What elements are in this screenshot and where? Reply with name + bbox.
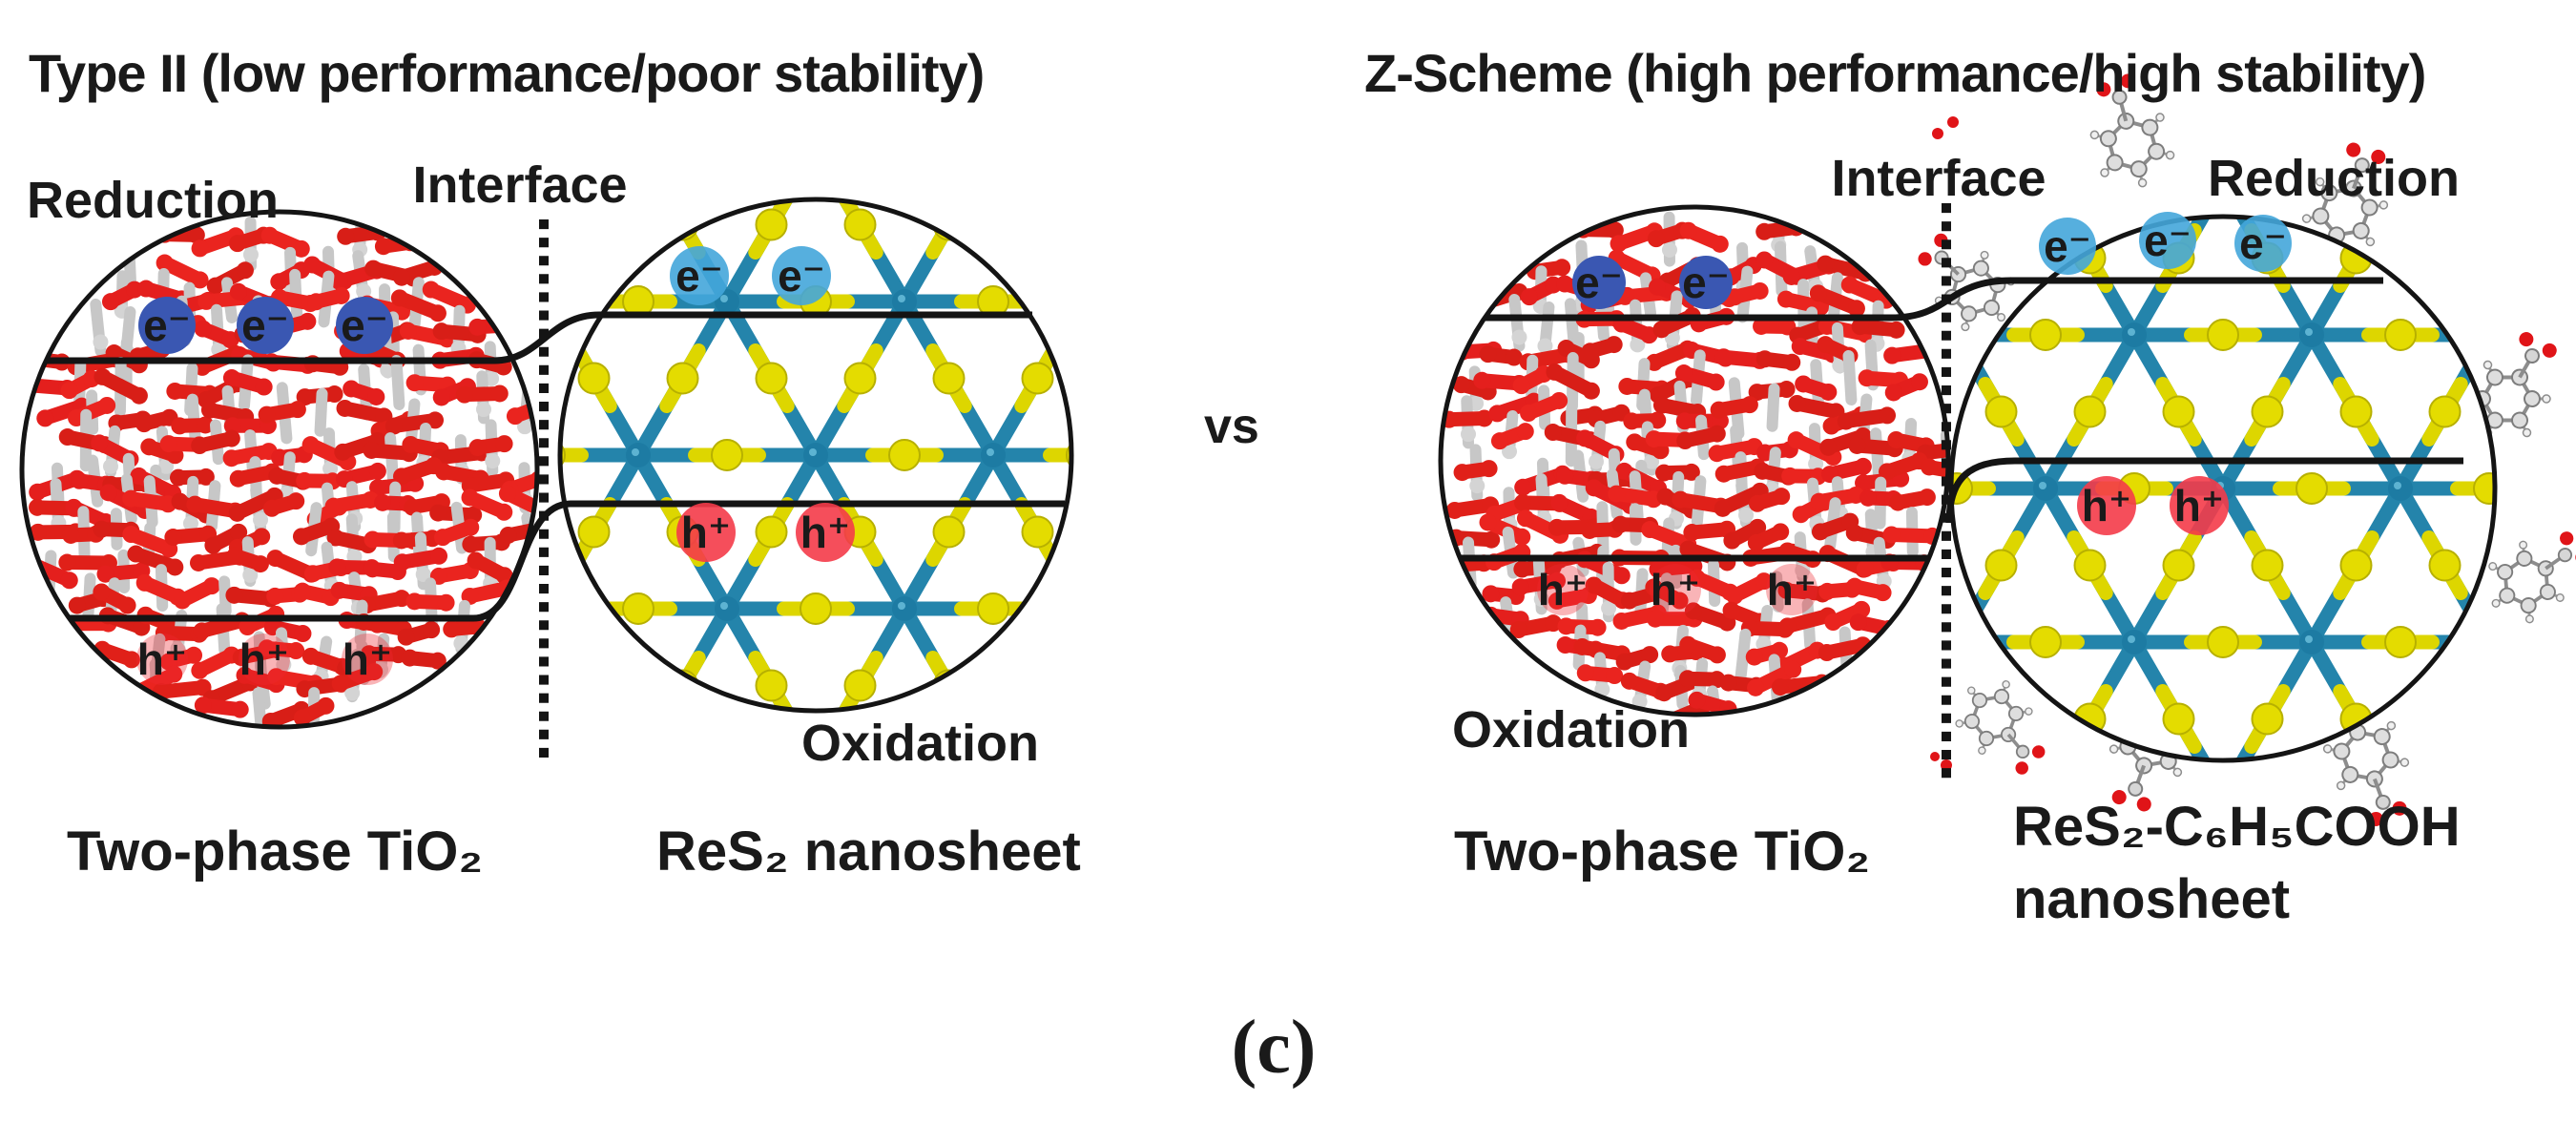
valence-band-line-type2 — [70, 500, 1065, 622]
electron-badge: e⁻ — [2139, 212, 2196, 269]
benzoic-acid-molecule — [1918, 233, 2016, 332]
svg-text:e⁻: e⁻ — [1682, 258, 1730, 307]
svg-text:h⁺: h⁺ — [343, 634, 392, 684]
cooh-oxygen-dot — [1930, 752, 1940, 761]
svg-text:h⁺: h⁺ — [1767, 565, 1817, 614]
electron-badge: e⁻ — [336, 297, 393, 354]
svg-text:e⁻: e⁻ — [2044, 221, 2091, 271]
svg-text:h⁺: h⁺ — [239, 634, 289, 684]
label-reduction-type2: Reduction — [27, 172, 279, 229]
hole-badge: h⁺ — [1537, 564, 1589, 615]
benzoic-acid-molecule — [2488, 531, 2576, 624]
charge-carrier-badges: e⁻ e⁻ e⁻ e⁻ e⁻ h⁺ h⁺ h⁺ h⁺ h⁺ e⁻ e⁻ e⁻ e⁻ e⁻ h⁺ h⁺ h⁺ h⁺ h⁺ — [136, 212, 2292, 685]
svg-text:e⁻: e⁻ — [2144, 216, 2192, 265]
electron-badge: e⁻ — [670, 246, 729, 305]
electron-badge: e⁻ — [1572, 256, 1626, 309]
hole-badge: h⁺ — [2077, 476, 2136, 535]
benzoic-acid-molecule — [2463, 332, 2557, 438]
svg-text:e⁻: e⁻ — [2239, 218, 2287, 268]
svg-text:h⁺: h⁺ — [2174, 481, 2224, 530]
svg-text:e⁻: e⁻ — [241, 301, 289, 350]
svg-text:e⁻: e⁻ — [675, 251, 723, 301]
cooh-oxygen-dot — [1941, 759, 1952, 771]
svg-text:h⁺: h⁺ — [1651, 565, 1700, 614]
material-label-res2cooh-zscheme: ReS₂-C₆H₅COOH — [2013, 796, 2461, 858]
res2-circle-outline-type2 — [557, 197, 1074, 714]
benzoic-acid-molecule — [2322, 714, 2410, 826]
cooh-oxygen-dot — [1932, 128, 1943, 139]
panel-title-zscheme: Z-Scheme (high performance/high stabilit… — [1364, 43, 2425, 103]
hole-badge: h⁺ — [1650, 564, 1701, 615]
label-reduction-zscheme: Reduction — [2208, 150, 2460, 207]
svg-text:e⁻: e⁻ — [341, 301, 388, 350]
tio2-sphere-zscheme — [1441, 207, 1948, 715]
subfigure-caption: (c) — [1232, 1006, 1317, 1090]
hole-badge: h⁺ — [1766, 564, 1818, 615]
material-label-tio2-zscheme: Two-phase TiO₂ — [1454, 821, 1870, 883]
svg-text:h⁺: h⁺ — [681, 508, 731, 557]
hole-badge: h⁺ — [239, 634, 290, 685]
material-label-res2-type2: ReS₂ nanosheet — [656, 821, 1081, 883]
electron-badge: e⁻ — [237, 297, 294, 354]
hole-badge: h⁺ — [136, 634, 188, 685]
interface-dotted-lines — [539, 203, 1951, 789]
label-oxidation-zscheme: Oxidation — [1452, 701, 1690, 758]
cooh-oxygen-dot — [1947, 116, 1959, 128]
svg-text:e⁻: e⁻ — [143, 301, 191, 350]
svg-text:h⁺: h⁺ — [2082, 481, 2131, 530]
material-label-res2cooh-line2: nanosheet — [2013, 868, 2290, 930]
res2-circle-outline-zscheme — [1948, 214, 2498, 763]
label-interface-zscheme: Interface — [1831, 150, 2046, 207]
electron-badge: e⁻ — [138, 297, 196, 354]
tio2-circle-outline-type2 — [19, 209, 540, 730]
panel-title-type2: Type II (low performance/poor stability) — [29, 43, 984, 103]
hole-badge: h⁺ — [342, 634, 393, 685]
svg-text:h⁺: h⁺ — [800, 508, 850, 557]
valence-band-line-res2-zscheme — [1945, 457, 2463, 524]
material-label-tio2-type2: Two-phase TiO₂ — [67, 821, 483, 883]
benzoic-acid-molecule — [1955, 680, 2046, 775]
electron-badge: e⁻ — [1679, 256, 1733, 309]
hole-badge: h⁺ — [676, 503, 736, 562]
svg-text:e⁻: e⁻ — [778, 251, 825, 301]
hole-badge: h⁺ — [2170, 476, 2229, 535]
hole-badge: h⁺ — [796, 503, 855, 562]
label-interface-type2: Interface — [412, 156, 627, 214]
electron-badge: e⁻ — [2039, 218, 2096, 275]
svg-text:h⁺: h⁺ — [137, 634, 187, 684]
electron-badge: e⁻ — [772, 246, 831, 305]
electron-badge: e⁻ — [2234, 215, 2292, 272]
svg-text:e⁻: e⁻ — [1575, 258, 1623, 307]
label-oxidation-type2: Oxidation — [801, 715, 1039, 772]
benzoic-acid-molecule — [2089, 73, 2175, 188]
versus-label: vs — [1204, 399, 1259, 454]
svg-text:h⁺: h⁺ — [1538, 565, 1588, 614]
